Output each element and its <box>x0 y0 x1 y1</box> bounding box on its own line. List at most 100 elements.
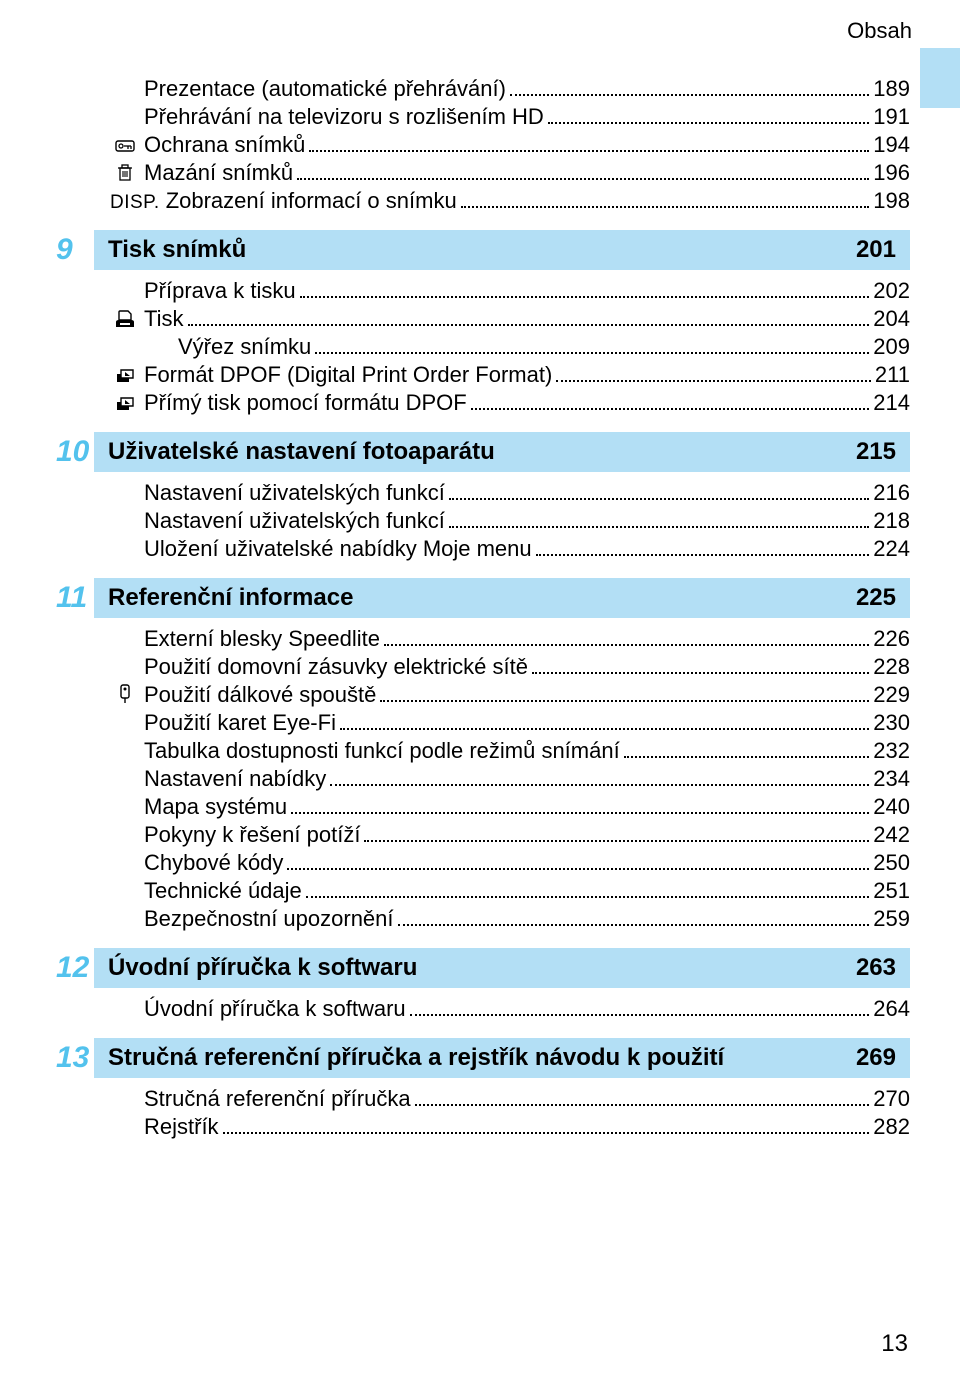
toc-page: 240 <box>873 796 910 818</box>
toc-label: Mazání snímků <box>144 162 293 184</box>
toc-label: Technické údaje <box>144 880 302 902</box>
toc-page: 242 <box>873 824 910 846</box>
section-header: 12Úvodní příručka k softwaru263 <box>50 948 910 988</box>
toc-page: 282 <box>873 1116 910 1138</box>
toc-label: Přehrávání na televizoru s rozlišením HD <box>144 106 544 128</box>
toc-entry[interactable]: ·Mapa systému240 <box>50 796 910 818</box>
toc-label: Tabulka dostupnosti funkcí podle režimů … <box>144 740 620 762</box>
leader-dots <box>364 824 869 842</box>
toc-label: Použití dálkové spouště <box>144 684 376 706</box>
section-title: Tisk snímků <box>108 236 246 264</box>
section-title: Referenční informace <box>108 584 353 612</box>
section-page: 225 <box>856 584 896 612</box>
toc-label: Stručná referenční příručka <box>144 1088 411 1110</box>
leader-dots <box>300 280 870 298</box>
section-page: 269 <box>856 1044 896 1072</box>
toc-label: Prezentace (automatické přehrávání) <box>144 78 506 100</box>
toc-entry[interactable]: ·Použití domovní zásuvky elektrické sítě… <box>50 656 910 678</box>
leader-dots <box>461 190 870 208</box>
leader-dots <box>291 796 869 814</box>
leader-dots <box>309 134 869 152</box>
toc-entry[interactable]: ·Tabulka dostupnosti funkcí podle režimů… <box>50 740 910 762</box>
toc-page: 214 <box>873 392 910 414</box>
toc-entry[interactable]: ·Rejstřík282 <box>50 1116 910 1138</box>
toc-entry[interactable]: Mazání snímků 196 <box>50 162 910 184</box>
toc-label: Výřez snímku <box>178 336 311 358</box>
toc-page: 251 <box>873 880 910 902</box>
toc-entry[interactable]: ·Bezpečnostní upozornění259 <box>50 908 910 930</box>
toc-label: Externí blesky Speedlite <box>144 628 380 650</box>
toc-entry[interactable]: ·Výřez snímku209 <box>50 336 910 358</box>
toc-entry[interactable]: Ochrana snímků 194 <box>50 134 910 156</box>
toc-entry[interactable]: ·Uložení uživatelské nabídky Moje menu22… <box>50 538 910 560</box>
section-bar: Stručná referenční příručka a rejstřík n… <box>94 1038 910 1078</box>
toc-page: 259 <box>873 908 910 930</box>
dpof-icon <box>110 364 140 386</box>
toc-label: Použití karet Eye-Fi <box>144 712 336 734</box>
toc-label: Nastavení nabídky <box>144 768 326 790</box>
section-number: 11 <box>50 581 94 615</box>
trash-icon <box>110 162 140 184</box>
leader-dots <box>449 510 869 528</box>
leader-dots <box>556 364 871 382</box>
leader-dots <box>415 1088 870 1106</box>
leader-dots <box>380 684 869 702</box>
leader-dots <box>330 768 869 786</box>
toc-entry[interactable]: Tisk204 <box>50 308 910 330</box>
leader-dots <box>410 998 870 1016</box>
print-icon <box>110 308 140 330</box>
leader-dots <box>510 78 869 96</box>
toc-page: 234 <box>873 768 910 790</box>
toc-entry[interactable]: DISP. Zobrazení informací o snímku 198 <box>50 190 910 212</box>
toc-label: Bezpečnostní upozornění <box>144 908 394 930</box>
remote-icon <box>110 684 140 706</box>
toc-entry[interactable]: ·Stručná referenční příručka270 <box>50 1088 910 1110</box>
toc-label: Příprava k tisku <box>144 280 296 302</box>
toc-entry[interactable]: ·Externí blesky Speedlite226 <box>50 628 910 650</box>
toc-entry[interactable]: ·Pokyny k řešení potíží242 <box>50 824 910 846</box>
toc-entry[interactable]: ·Přehrávání na televizoru s rozlišením H… <box>50 106 910 128</box>
toc-label: Tisk <box>144 308 184 330</box>
toc-content: ·Prezentace (automatické přehrávání)189·… <box>50 72 910 1144</box>
toc-entry[interactable]: ·Nastavení nabídky234 <box>50 768 910 790</box>
dpof-icon <box>110 392 140 414</box>
toc-entry[interactable]: ·Chybové kódy250 <box>50 852 910 874</box>
leader-dots <box>315 336 869 354</box>
toc-page: 194 <box>873 134 910 156</box>
toc-label: Mapa systému <box>144 796 287 818</box>
toc-entry[interactable]: Použití dálkové spouště229 <box>50 684 910 706</box>
toc-label: Zobrazení informací o snímku <box>166 190 457 212</box>
section-page: 215 <box>856 438 896 466</box>
toc-page: 198 <box>873 190 910 212</box>
section-header: 11 Referenční informace 225 <box>50 578 910 618</box>
toc-page: 189 <box>873 78 910 100</box>
toc-entry[interactable]: ·Technické údaje251 <box>50 880 910 902</box>
toc-page: 218 <box>873 510 910 532</box>
toc-label: Nastavení uživatelských funkcí <box>144 482 445 504</box>
toc-entry[interactable]: ·Prezentace (automatické přehrávání)189 <box>50 78 910 100</box>
toc-entry[interactable]: ·Použití karet Eye-Fi230 <box>50 712 910 734</box>
toc-page: 196 <box>873 162 910 184</box>
toc-label: Ochrana snímků <box>144 134 305 156</box>
toc-entry[interactable]: Přímý tisk pomocí formátu DPOF214 <box>50 392 910 414</box>
toc-entry[interactable]: ·Nastavení uživatelských funkcí218 <box>50 510 910 532</box>
toc-entry[interactable]: ·Nastavení uživatelských funkcí216 <box>50 482 910 504</box>
toc-entry[interactable]: ·Příprava k tisku202 <box>50 280 910 302</box>
leader-dots <box>306 880 870 898</box>
section-title: Úvodní příručka k softwaru <box>108 954 417 982</box>
toc-label: Rejstřík <box>144 1116 219 1138</box>
leader-dots <box>548 106 869 124</box>
toc-page: 232 <box>873 740 910 762</box>
toc-entry[interactable]: ·Úvodní příručka k softwaru264 <box>50 998 910 1020</box>
toc-label: Formát DPOF (Digital Print Order Format) <box>144 364 552 386</box>
leader-dots <box>398 908 870 926</box>
toc-label: Nastavení uživatelských funkcí <box>144 510 445 532</box>
toc-page: 228 <box>873 656 910 678</box>
toc-page: 270 <box>873 1088 910 1110</box>
disp-icon: DISP. <box>110 190 160 212</box>
toc-entry[interactable]: Formát DPOF (Digital Print Order Format)… <box>50 364 910 386</box>
section-title: Uživatelské nastavení fotoaparátu <box>108 438 495 466</box>
header-label: Obsah <box>847 18 912 44</box>
section-bar: Uživatelské nastavení fotoaparátu 215 <box>94 432 910 472</box>
section-header: 13Stručná referenční příručka a rejstřík… <box>50 1038 910 1078</box>
